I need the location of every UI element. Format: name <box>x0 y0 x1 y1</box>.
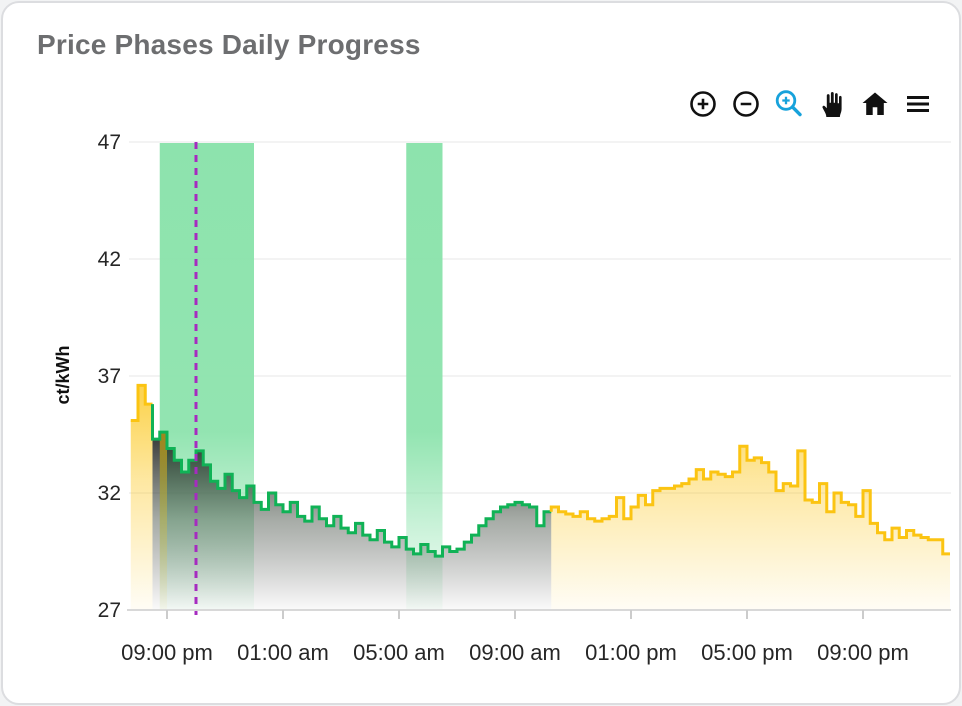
zoom-in-icon <box>690 91 716 117</box>
chart-svg: 47 42 37 32 27 ct/kWh 09:00 pm 01:00 am 05:00 am… <box>53 131 951 665</box>
chart-toolbar <box>686 87 935 121</box>
menu-icon <box>907 95 929 113</box>
x-tick-label: 01:00 pm <box>585 640 677 665</box>
price-phases-plot[interactable]: 47 42 37 32 27 ct/kWh 09:00 pm 01:00 am 05:00 am… <box>3 3 959 703</box>
box-zoom-icon <box>775 90 802 117</box>
x-tick-label: 05:00 am <box>353 640 445 665</box>
highlighted-step-fill <box>159 432 167 610</box>
menu-button[interactable] <box>901 87 935 121</box>
y-tick-label: 42 <box>98 248 121 271</box>
price-expensive-day-line <box>549 444 950 556</box>
price-cheap-night-phase-fill <box>152 432 552 610</box>
price-expensive-evening-fill <box>130 385 153 610</box>
green-phase-band <box>406 143 443 610</box>
x-tick-label: 05:00 pm <box>701 640 793 665</box>
y-tick-label: 32 <box>98 482 121 505</box>
price-expensive-evening-line <box>130 383 153 422</box>
x-tick-label: 09:00 pm <box>817 640 909 665</box>
zoom-out-button[interactable] <box>729 87 763 121</box>
y-tick-label: 37 <box>98 365 121 388</box>
box-zoom-button[interactable] <box>772 87 806 121</box>
y-tick-label: 47 <box>98 131 121 154</box>
zoom-out-icon <box>733 91 759 117</box>
home-button[interactable] <box>858 87 892 121</box>
y-tick-label: 27 <box>98 599 121 622</box>
home-icon <box>862 92 888 115</box>
chart-title: Price Phases Daily Progress <box>37 29 421 60</box>
x-tick-label: 01:00 am <box>237 640 329 665</box>
pan-hand-icon <box>822 91 842 117</box>
y-axis-title: ct/kWh <box>53 345 73 404</box>
zoom-in-button[interactable] <box>686 87 720 121</box>
price-cheap-night-phase-line <box>151 404 552 558</box>
x-tick-label: 09:00 am <box>469 640 561 665</box>
price-expensive-day-fill <box>551 446 950 610</box>
pan-button[interactable] <box>815 87 849 121</box>
x-tick-label: 09:00 pm <box>121 640 213 665</box>
